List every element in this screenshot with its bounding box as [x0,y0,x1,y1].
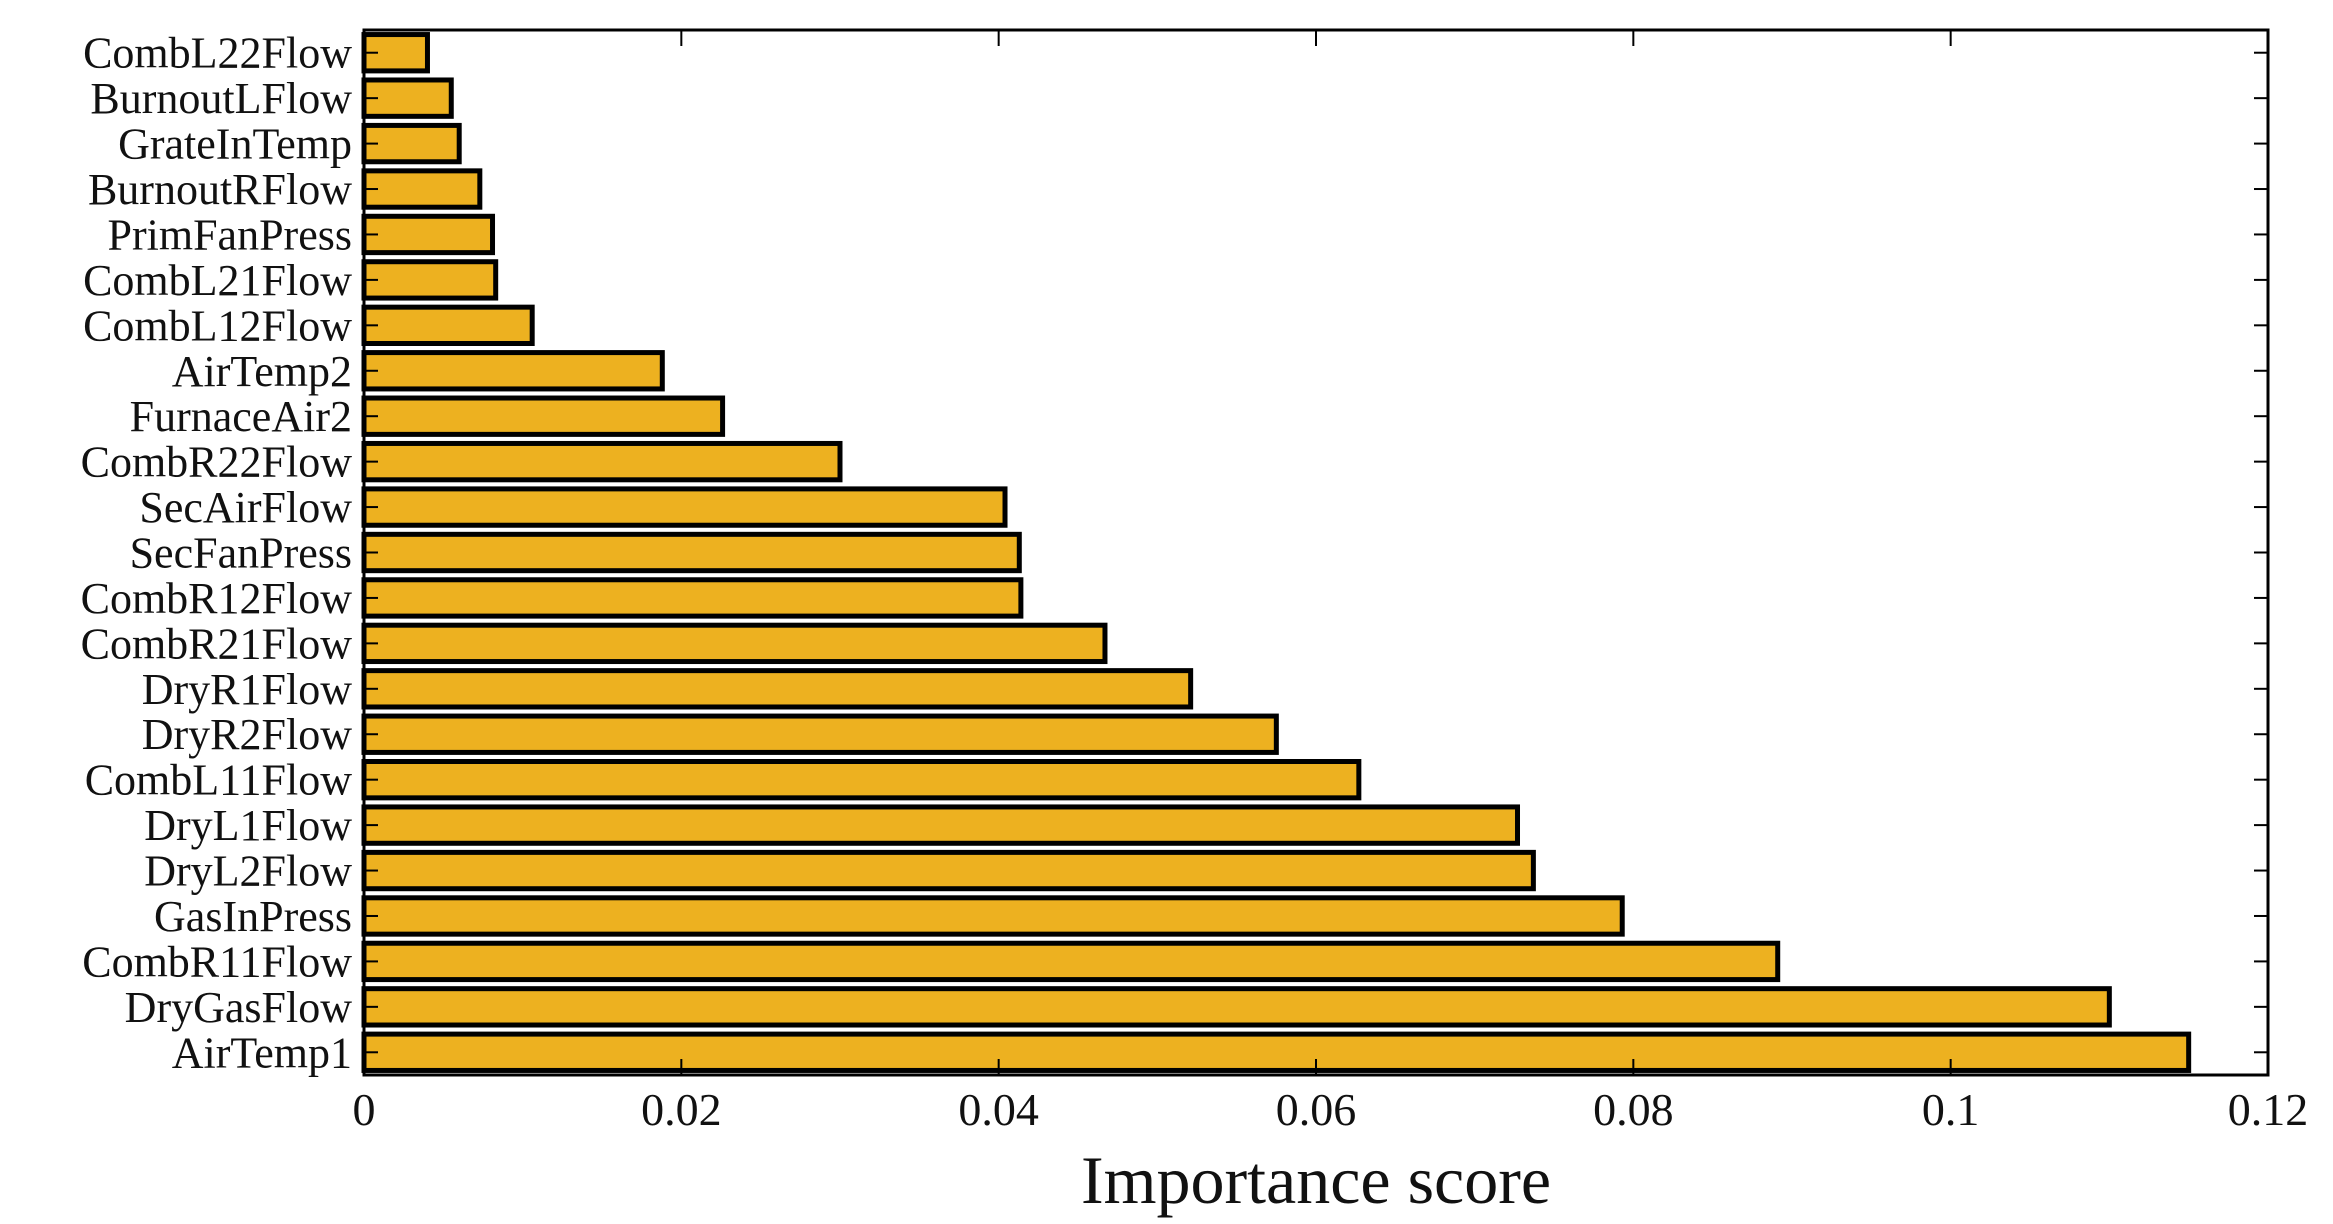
category-label: GasInPress [154,892,352,941]
bar-CombL11Flow [361,759,1362,801]
category-label: CombL21Flow [83,256,352,305]
bars-group [361,32,2192,1073]
bar-CombR11Flow [361,940,1781,983]
category-label: SecFanPress [130,529,352,578]
category-label: SecAirFlow [139,483,352,532]
category-label: FurnaceAir2 [130,392,352,441]
category-label: DryL1Flow [144,801,352,850]
category-label: CombR21Flow [81,619,353,668]
bar-FurnaceAir2 [361,395,726,437]
category-label: CombL11Flow [85,756,353,805]
category-label: BurnoutLFlow [90,74,352,123]
bar-CombR21Flow [361,622,1108,665]
category-label: DryL2Flow [144,847,352,896]
bar-DryR2Flow [361,713,1279,755]
bar-AirTemp1 [361,1031,2192,1073]
bar-PrimFanPress [361,213,496,256]
category-label: CombR11Flow [82,937,352,986]
bar-GrateInTemp [361,122,462,165]
category-label: CombR12Flow [81,574,353,623]
bar-SecAirFlow [361,486,1008,528]
bar-CombL21Flow [361,259,499,301]
x-tick-label: 0.12 [2228,1084,2309,1135]
bar-DryL2Flow [361,849,1536,892]
x-tick-label: 0.1 [1922,1084,1980,1135]
bar-CombR12Flow [361,577,1024,619]
x-tick-label: 0.02 [641,1084,722,1135]
category-label: GrateInTemp [118,120,352,169]
bar-DryL1Flow [361,804,1521,846]
bar-DryGasFlow [361,986,2112,1028]
x-tick-label: 0.08 [1593,1084,1674,1135]
category-label: CombR22Flow [81,438,353,487]
bar-CombL12Flow [361,304,535,346]
category-label: DryGasFlow [125,983,353,1032]
x-axis-title: Importance score [1081,1142,1551,1218]
category-label: AirTemp2 [172,347,352,396]
x-tick-label: 0 [353,1084,376,1135]
category-label: CombL22Flow [83,29,352,78]
x-tick-label: 0.04 [958,1084,1039,1135]
bar-SecFanPress [361,531,1022,574]
labels-group: CombL22FlowBurnoutLFlowGrateInTempBurnou… [81,29,2309,1135]
bar-GasInPress [361,895,1625,937]
bar-AirTemp2 [361,350,665,392]
category-label: PrimFanPress [108,210,352,259]
category-label: AirTemp1 [172,1028,352,1077]
category-label: DryR1Flow [142,665,352,714]
category-label: CombL12Flow [83,301,352,350]
category-label: DryR2Flow [142,710,352,759]
bar-BurnoutRFlow [361,168,483,210]
bar-CombR22Flow [361,440,843,483]
ticks-group [363,30,2269,1075]
x-tick-label: 0.06 [1276,1084,1357,1135]
bar-DryR1Flow [361,668,1194,710]
category-label: BurnoutRFlow [88,165,352,214]
